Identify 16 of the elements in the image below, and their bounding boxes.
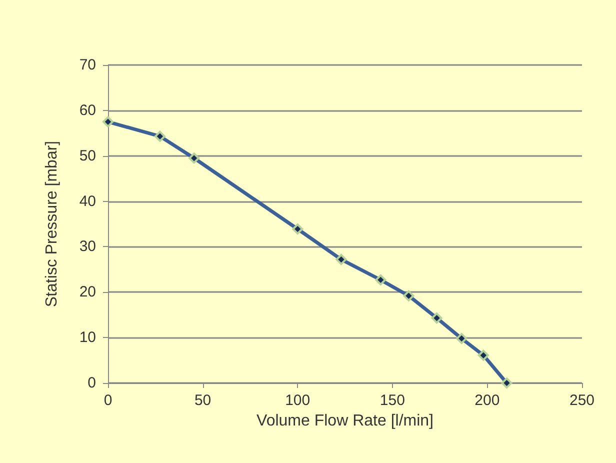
y-tick-label: 60 xyxy=(79,102,96,119)
x-axis-title: Volume Flow Rate [l/min] xyxy=(256,412,434,430)
x-tick-label: 150 xyxy=(380,392,405,409)
y-tick-label: 0 xyxy=(88,374,96,392)
y-tick-label: 10 xyxy=(79,329,96,346)
x-tick-label: 100 xyxy=(285,392,310,409)
y-tick-label: 50 xyxy=(79,147,96,164)
y-tick-label: 30 xyxy=(79,238,96,256)
x-tick-label: 50 xyxy=(194,392,212,409)
y-tick-label: 70 xyxy=(79,56,96,74)
x-tick-label: 0 xyxy=(104,392,112,409)
y-tick-label: 20 xyxy=(79,284,96,301)
y-axis-title: Statisc Pressure [mbar] xyxy=(44,140,60,308)
x-tick-label: 250 xyxy=(569,392,595,409)
x-tick-label: 200 xyxy=(474,392,500,409)
y-tick-label: 40 xyxy=(79,192,96,210)
